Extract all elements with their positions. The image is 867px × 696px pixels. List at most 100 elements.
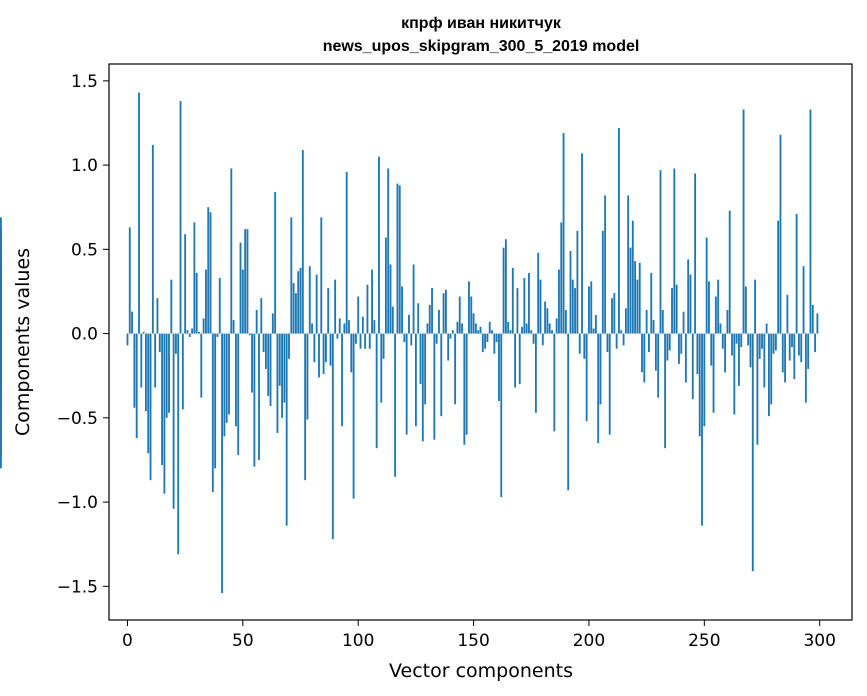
bar-294 — [804, 333, 807, 403]
bar-62 — [269, 333, 272, 407]
y-axis: −1.5 −1.0 −0.5 0.0 0.5 1.0 1.5 — [57, 72, 109, 597]
bar-147 — [465, 333, 468, 435]
bar-173 — [525, 323, 528, 334]
bar-35 — [207, 207, 210, 334]
bar-238 — [675, 284, 678, 334]
x-axis: 0 50 100 150 200 250 300 — [122, 620, 836, 651]
bar-184 — [551, 330, 553, 334]
bar-220 — [634, 261, 637, 334]
bar-186 — [555, 318, 558, 334]
x-axis-label: Vector components — [389, 660, 573, 682]
bar-64 — [274, 192, 277, 334]
bar-undefined — [0, 333, 2, 342]
bar-91 — [336, 333, 339, 339]
bar-12 — [154, 333, 157, 388]
bar-61 — [267, 333, 270, 396]
bar-196 — [578, 333, 581, 354]
bar-11 — [151, 144, 154, 334]
bar-156 — [486, 333, 489, 342]
bar-219 — [631, 220, 634, 334]
bar-247 — [696, 333, 699, 375]
bar-181 — [544, 301, 547, 334]
bar-88 — [329, 333, 332, 366]
bar-44 — [228, 333, 230, 415]
bar-47 — [234, 333, 237, 427]
bar-24 — [181, 333, 184, 410]
bar-76 — [301, 149, 304, 334]
bar-255 — [714, 296, 717, 334]
bar-10 — [149, 333, 152, 481]
bar-19 — [170, 279, 173, 334]
bar-69 — [285, 333, 288, 526]
y-tick-label: 0.5 — [71, 240, 98, 260]
bar-125 — [414, 333, 417, 427]
bar-190 — [564, 309, 567, 334]
bar-282 — [777, 220, 780, 334]
bar-126 — [417, 303, 420, 334]
bar-223 — [641, 333, 643, 373]
bar-97 — [350, 333, 353, 373]
bar-269 — [747, 333, 750, 346]
bar-206 — [601, 230, 604, 334]
bar-121 — [405, 333, 408, 435]
bar-29 — [193, 222, 196, 334]
bar-18 — [168, 333, 170, 413]
bar-281 — [774, 333, 777, 351]
bar-128 — [421, 333, 424, 442]
bar-265 — [738, 333, 740, 386]
bar-163 — [502, 247, 505, 334]
x-tick-label: 150 — [457, 631, 489, 651]
bar-291 — [798, 333, 800, 356]
bar-258 — [721, 333, 724, 349]
bar-54 — [251, 333, 253, 393]
bar-143 — [456, 321, 459, 334]
bar-189 — [562, 133, 565, 334]
bar-77 — [304, 333, 307, 481]
bar-295 — [807, 333, 810, 369]
bar-39 — [216, 333, 219, 337]
bar-250 — [703, 333, 706, 427]
bar-110 — [380, 333, 383, 403]
bar-192 — [569, 251, 572, 334]
bar-249 — [701, 333, 703, 526]
bar-267 — [742, 109, 745, 334]
bar-166 — [509, 330, 512, 334]
bar-14 — [158, 333, 161, 353]
bar-21 — [174, 333, 177, 354]
x-tick-label: 0 — [122, 631, 133, 651]
bar-17 — [165, 333, 168, 418]
bar-65 — [276, 333, 279, 433]
bar-279 — [770, 333, 773, 405]
bar-145 — [461, 323, 463, 334]
bar-52 — [246, 229, 249, 334]
bar-90 — [334, 279, 337, 334]
bar-27 — [188, 333, 191, 337]
bar-85 — [322, 333, 325, 375]
bar-92 — [338, 318, 341, 334]
bar-138 — [444, 289, 447, 334]
bar-299 — [816, 313, 819, 334]
bar-40 — [218, 277, 221, 334]
bar-109 — [378, 156, 380, 334]
bar-148 — [468, 281, 470, 334]
bar-202 — [592, 328, 595, 334]
bar-130 — [426, 323, 429, 334]
bar-23 — [179, 101, 182, 334]
bar-96 — [348, 320, 350, 334]
bar-252 — [708, 281, 710, 334]
bar-193 — [571, 279, 574, 334]
bar-67 — [281, 333, 283, 418]
bar-271 — [751, 333, 754, 572]
bar-144 — [458, 296, 461, 334]
bar-199 — [585, 333, 588, 422]
bar-188 — [560, 222, 563, 334]
bar-233 — [664, 333, 667, 449]
bar-152 — [477, 330, 480, 334]
bar-172 — [523, 277, 526, 334]
bar-280 — [772, 333, 775, 354]
bar-45 — [230, 168, 233, 334]
bar-177 — [534, 333, 537, 413]
bar-107 — [373, 320, 376, 334]
bar-100 — [357, 296, 360, 334]
bar-262 — [731, 333, 733, 356]
